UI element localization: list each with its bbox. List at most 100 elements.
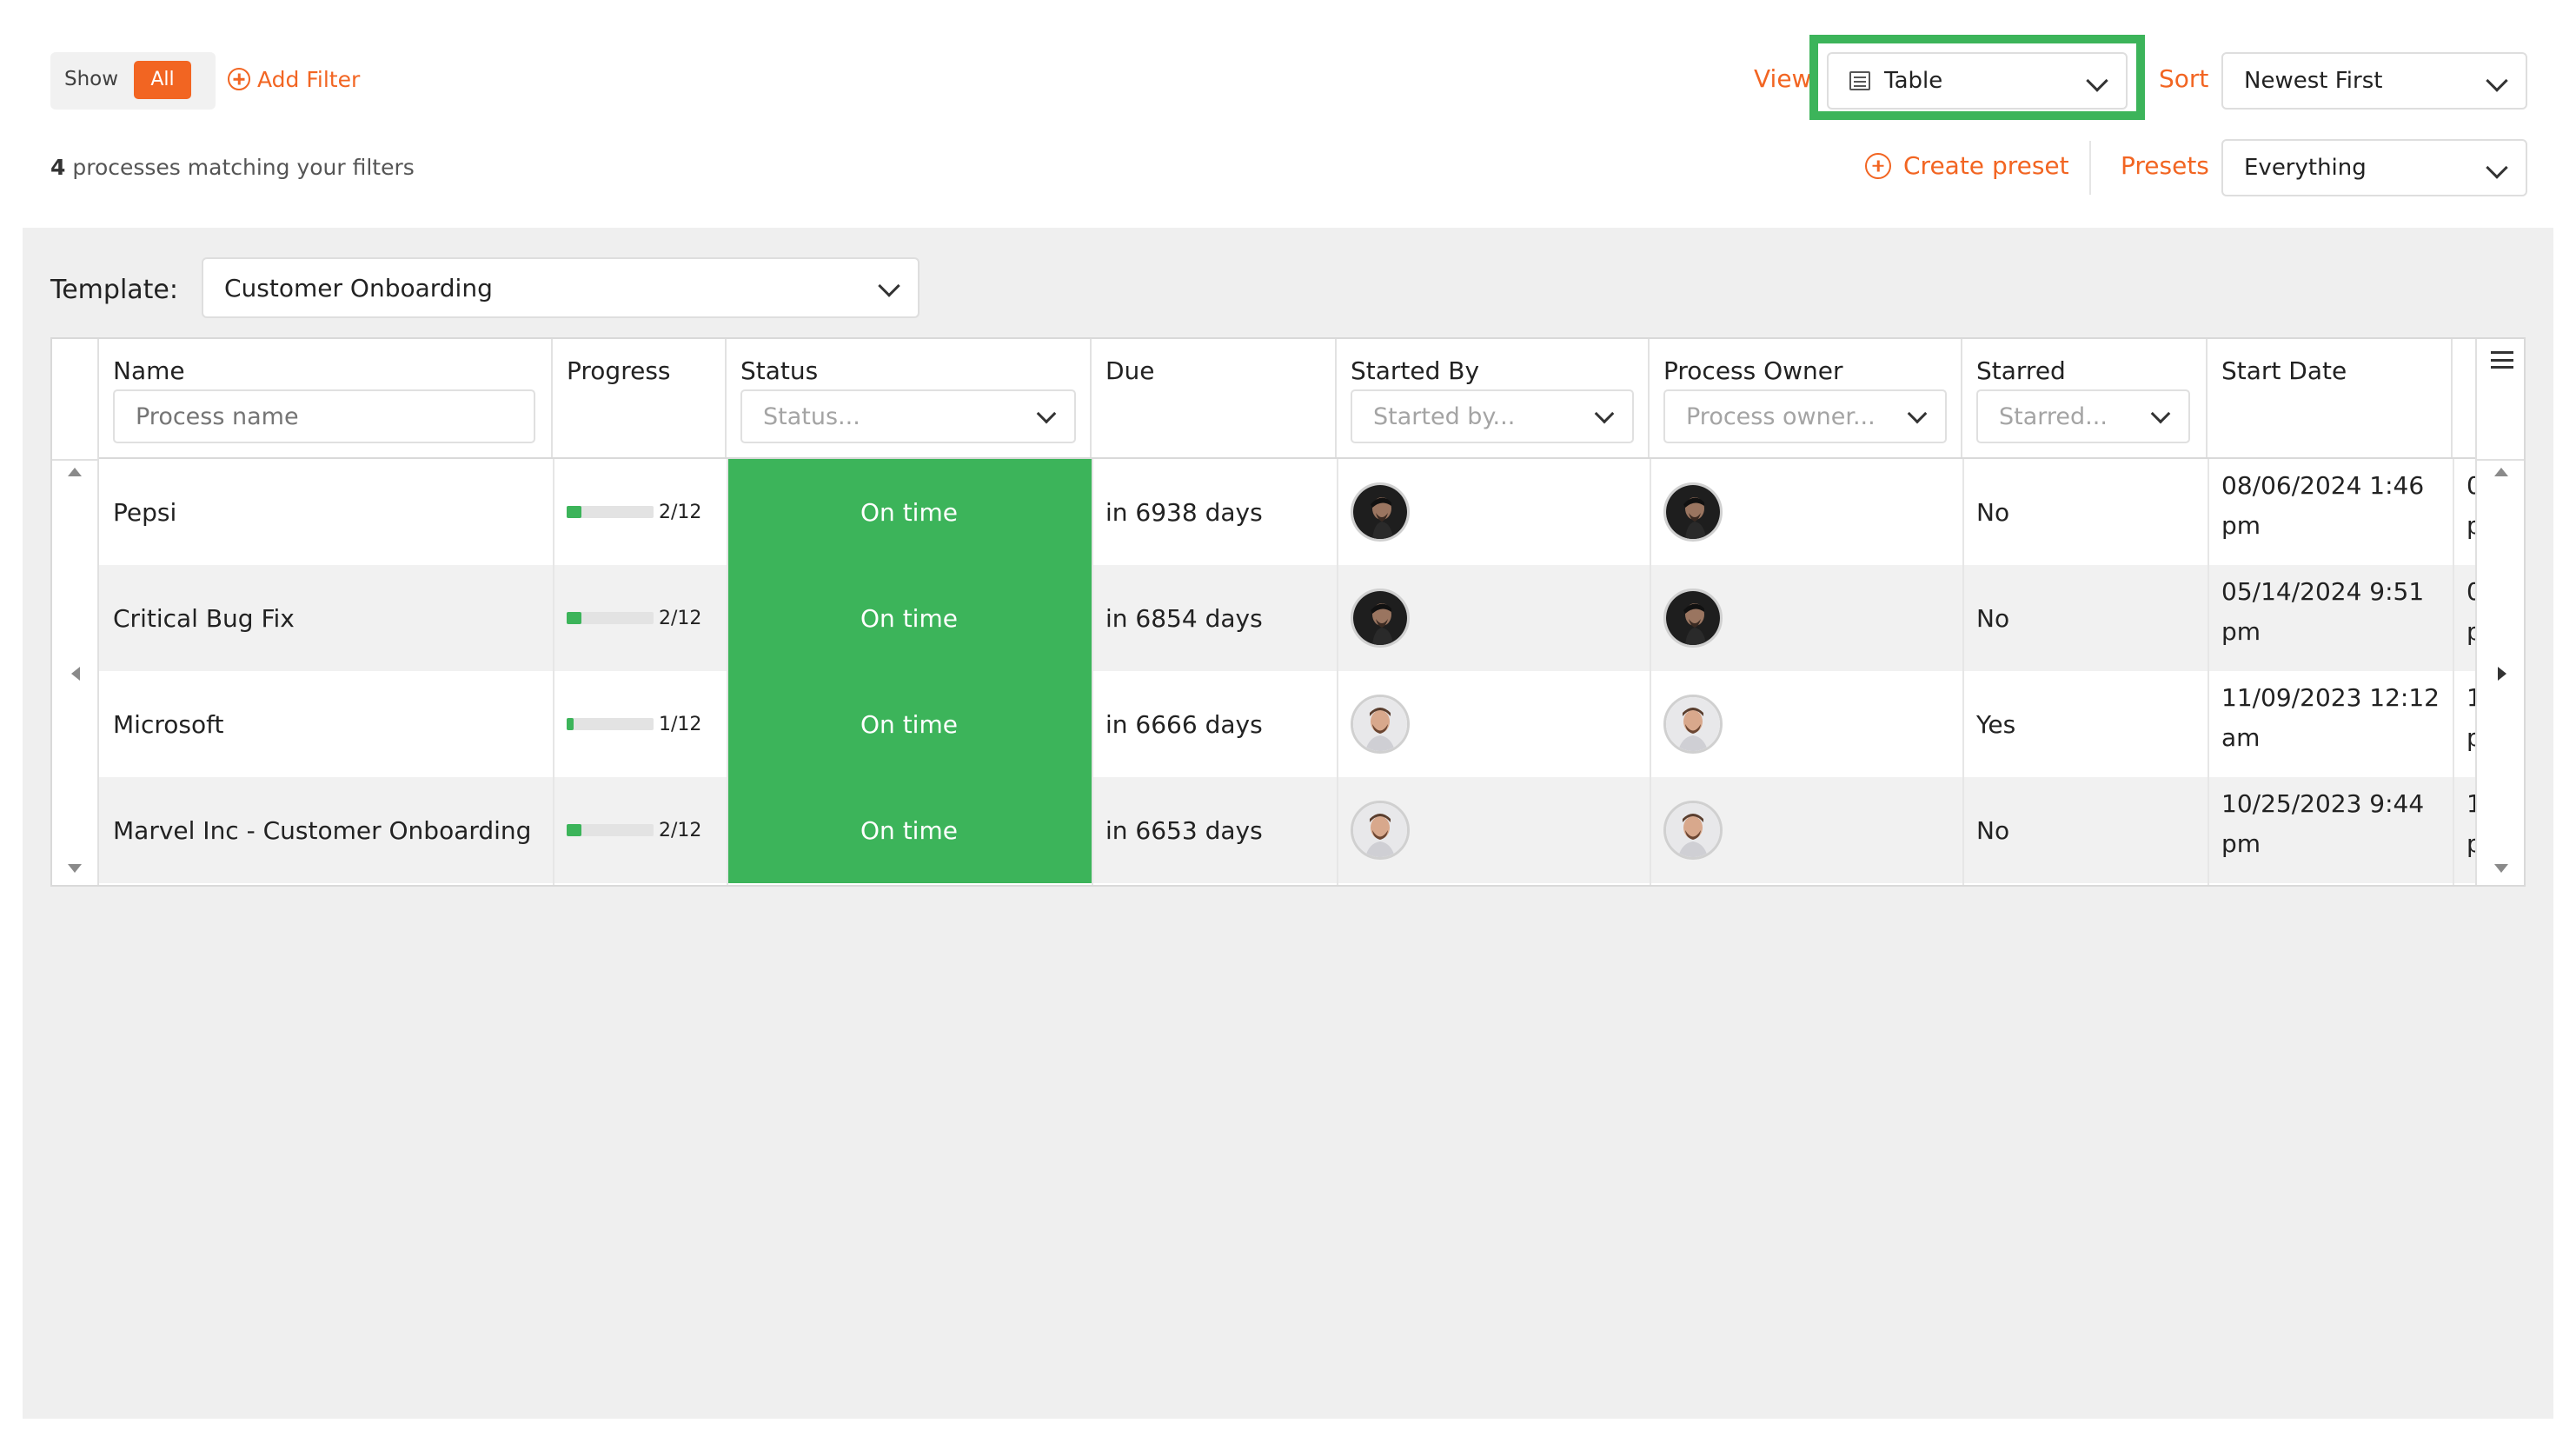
column-started-by-title[interactable]: Started By [1351, 356, 1480, 385]
column-menu-icon[interactable] [2491, 351, 2513, 369]
due-cell: in 6653 days [1092, 777, 1337, 883]
process-name[interactable]: Critical Bug Fix [113, 603, 295, 633]
starred-cell: No [1962, 777, 2208, 883]
start-date-text: 05/14/2024 9:51 pm [2221, 565, 2424, 652]
due-cell: in 6938 days [1092, 459, 1337, 565]
column-progress-title[interactable]: Progress [567, 356, 671, 385]
create-preset-button[interactable]: Create preset [1865, 151, 2069, 180]
avatar[interactable] [1351, 589, 1410, 648]
start-date-line: 05/14/2024 9:51 [2221, 577, 2425, 606]
progress-cell: 2/12 [553, 459, 727, 565]
scroll-down-icon[interactable] [2494, 864, 2508, 873]
avatar[interactable] [1351, 695, 1410, 754]
table-row[interactable]: Pepsi 2/12 On time in 6938 days No 08/06/2024… [99, 459, 2494, 565]
column-due-title[interactable]: Due [1105, 356, 1155, 385]
status-badge: On time [727, 565, 1092, 671]
avatar[interactable] [1663, 801, 1723, 860]
name-filter-input[interactable] [113, 389, 535, 443]
column-process-owner: Process Owner Process owner... [1650, 339, 1962, 457]
column-name: Name [99, 339, 553, 457]
progress-bar [567, 612, 654, 624]
column-status-title[interactable]: Status [740, 356, 819, 385]
column-started-by: Started By Started by... [1337, 339, 1650, 457]
table-row[interactable]: Marvel Inc - Customer Onboarding 2/12 On t… [99, 777, 2494, 883]
presets-select[interactable]: Everything [2221, 139, 2527, 196]
column-process-owner-title[interactable]: Process Owner [1663, 356, 1843, 385]
process-name[interactable]: Pepsi [113, 497, 177, 527]
process-owner-filter-select[interactable]: Process owner... [1663, 389, 1947, 443]
scroll-right-icon[interactable] [2498, 667, 2506, 681]
avatar[interactable] [1663, 482, 1723, 542]
view-label: View [1754, 64, 1812, 93]
view-select[interactable]: Table [1827, 52, 2128, 110]
result-count-number: 4 [50, 155, 66, 180]
show-filter[interactable]: Show All [50, 52, 216, 110]
avatar[interactable] [1663, 589, 1723, 648]
process-name[interactable]: Marvel Inc - Customer Onboarding [113, 815, 532, 845]
avatar[interactable] [1351, 801, 1410, 860]
due-text: in 6666 days [1105, 709, 1263, 739]
scroll-up-icon[interactable] [2494, 468, 2508, 476]
status-filter-placeholder: Status... [763, 402, 860, 430]
column-starred-title[interactable]: Starred [1976, 356, 2066, 385]
status-filter-select[interactable]: Status... [740, 389, 1076, 443]
process-name-cell: Critical Bug Fix [99, 565, 553, 671]
create-preset-label: Create preset [1903, 151, 2069, 180]
scroll-up-icon[interactable] [68, 468, 82, 476]
process-table: Name Progress Status Status... Due Start… [50, 337, 2526, 887]
status-text: On time [860, 497, 958, 527]
start-date-line: am [2221, 723, 2261, 752]
main-content: Template: Customer Onboarding Name Progr… [23, 228, 2553, 1419]
process-owner-cell [1650, 671, 1962, 777]
avatar[interactable] [1351, 482, 1410, 542]
avatar[interactable] [1663, 695, 1723, 754]
add-circle-icon [228, 68, 250, 90]
progress-bar [567, 506, 654, 518]
progress-text: 2/12 [659, 607, 702, 629]
add-filter-label: Add Filter [257, 66, 361, 92]
starred-text: No [1976, 815, 2010, 845]
table-header: Name Progress Status Status... Due Start… [52, 339, 2524, 459]
sort-select[interactable]: Newest First [2221, 52, 2527, 110]
progress-cell: 2/12 [553, 777, 727, 883]
process-name-cell: Marvel Inc - Customer Onboarding [99, 777, 553, 883]
view-select-value: Table [1884, 68, 1943, 94]
started-by-cell [1337, 671, 1650, 777]
column-divider [2208, 459, 2209, 885]
scroll-down-icon[interactable] [68, 864, 82, 873]
column-name-title[interactable]: Name [113, 356, 185, 385]
table-row[interactable]: Microsoft 1/12 On time in 6666 days Yes 11/09… [99, 671, 2494, 777]
starred-text: No [1976, 603, 2010, 633]
start-date-line: pm [2221, 511, 2261, 540]
column-divider [1337, 459, 1338, 885]
scroll-left-icon[interactable] [71, 667, 80, 681]
column-start-date-title[interactable]: Start Date [2221, 356, 2347, 385]
show-all-badge[interactable]: All [134, 61, 191, 99]
status-badge: On time [727, 777, 1092, 883]
starred-filter-placeholder: Starred... [1999, 402, 2108, 430]
template-select[interactable]: Customer Onboarding [202, 257, 920, 318]
status-text: On time [860, 709, 958, 739]
chevron-down-icon [1036, 403, 1057, 424]
divider [2089, 141, 2091, 195]
sort-select-value: Newest First [2244, 68, 2383, 94]
table-row[interactable]: Critical Bug Fix 2/12 On time in 6854 days N… [99, 565, 2494, 671]
starred-filter-select[interactable]: Starred... [1976, 389, 2190, 443]
process-owner-cell [1650, 459, 1962, 565]
start-date-cell: 05/14/2024 9:51 pm [2208, 565, 2453, 671]
presets-select-value: Everything [2244, 155, 2367, 181]
add-filter-button[interactable]: Add Filter [228, 64, 360, 94]
starred-cell: No [1962, 459, 2208, 565]
column-divider [2453, 459, 2454, 885]
view-select-highlight [1809, 35, 2145, 120]
column-progress: Progress [553, 339, 727, 457]
start-date-cell: 10/25/2023 9:44 pm [2208, 777, 2453, 883]
status-text: On time [860, 815, 958, 845]
table-icon [1849, 71, 1870, 90]
progress-text: 2/12 [659, 501, 702, 523]
status-badge: On time [727, 459, 1092, 565]
due-text: in 6854 days [1105, 603, 1263, 633]
started-by-filter-select[interactable]: Started by... [1351, 389, 1634, 443]
due-cell: in 6666 days [1092, 671, 1337, 777]
process-name[interactable]: Microsoft [113, 709, 224, 739]
